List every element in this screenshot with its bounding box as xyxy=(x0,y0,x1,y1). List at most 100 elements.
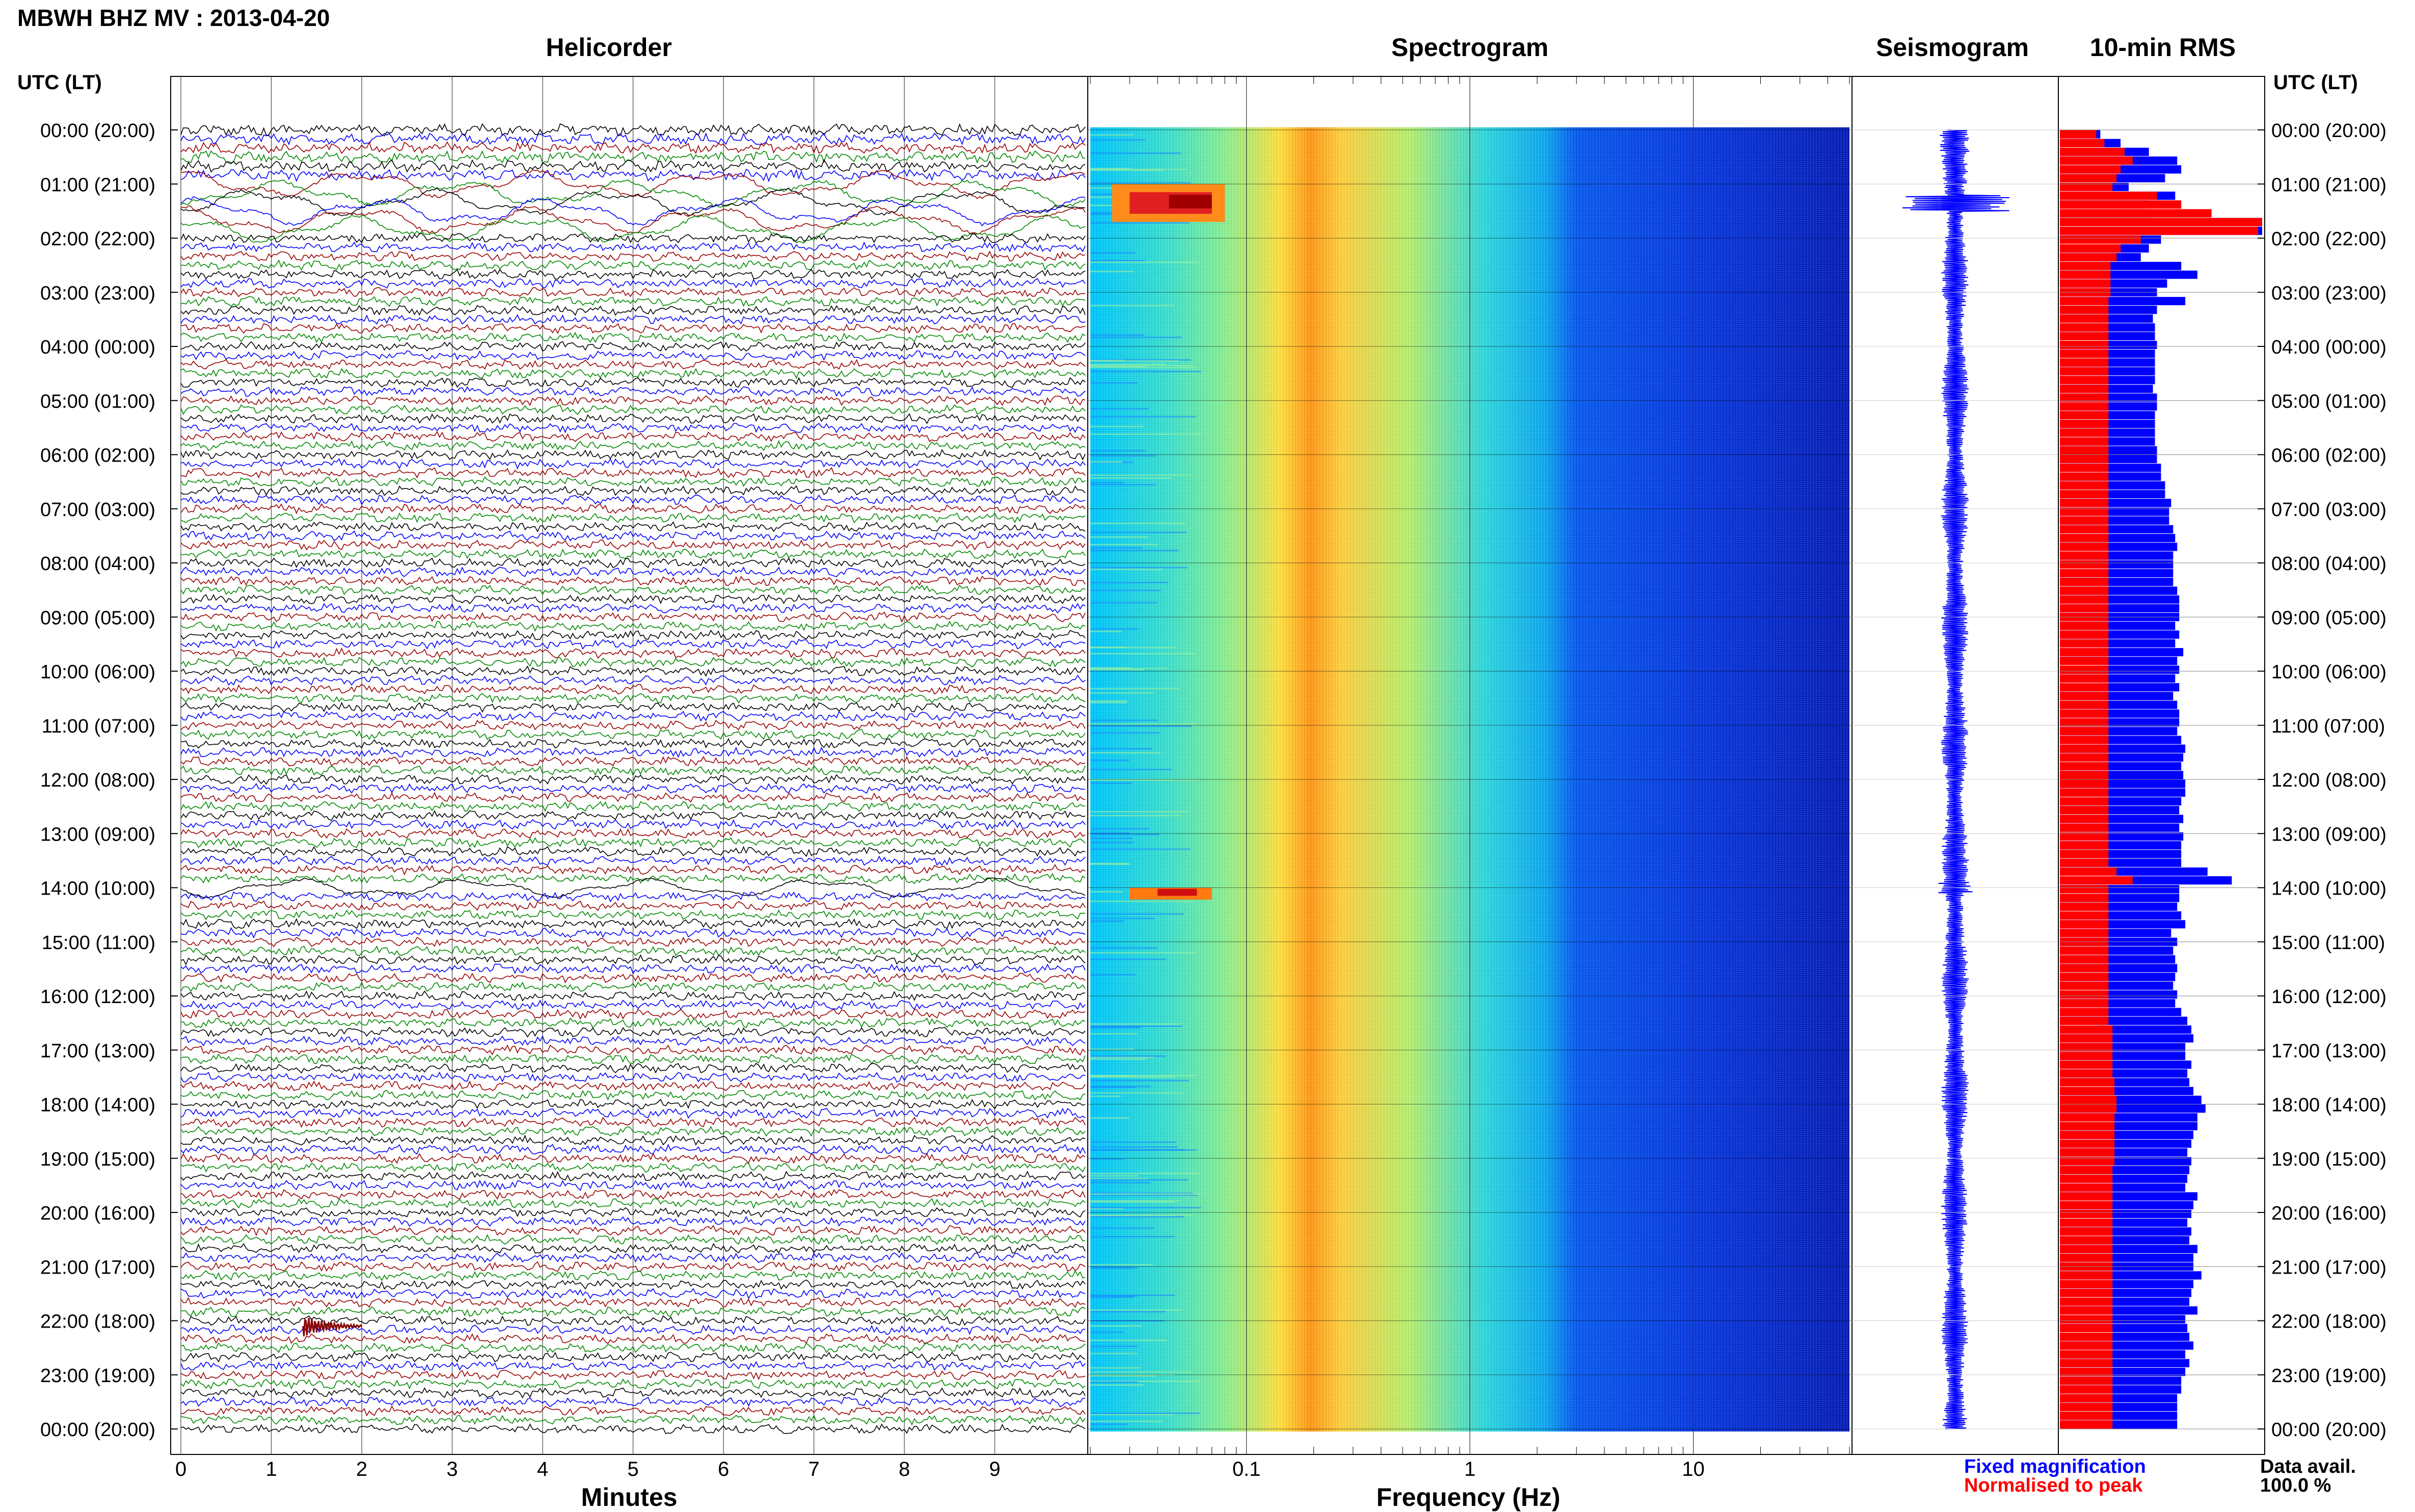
rms-bar xyxy=(2060,622,2109,630)
helicorder-trace xyxy=(180,728,1086,740)
helicorder-trace xyxy=(180,1144,1086,1155)
time-label-left: 17:00 (13:00) xyxy=(40,1040,155,1062)
spectrogram-stripe xyxy=(1090,450,1145,452)
rms-bar xyxy=(2060,1043,2113,1051)
rms-bar xyxy=(2060,1183,2113,1192)
helicorder-trace xyxy=(180,1297,1086,1308)
spectrogram-stripe xyxy=(1090,700,1128,702)
time-label-left: 06:00 (02:00) xyxy=(40,445,155,467)
helicorder-trace xyxy=(180,1063,1086,1074)
helicorder-trace xyxy=(180,918,1086,929)
helicorder-panel: 0 1 2 3 4 5 6 7 8 9 xyxy=(170,76,1088,1480)
rms-bar xyxy=(2060,1008,2109,1016)
helicorder-trace xyxy=(180,828,1086,839)
helicorder-trace xyxy=(180,150,1086,164)
rms-bar xyxy=(2060,920,2109,929)
spectrogram-stripe xyxy=(1090,544,1158,546)
helicorder-x-tick-label: 9 xyxy=(989,1458,1000,1480)
helicorder-trace xyxy=(180,430,1086,442)
spectrogram-stripe xyxy=(1090,1214,1194,1216)
spectrogram-stripe xyxy=(1090,589,1161,591)
rms-bar xyxy=(2060,481,2109,490)
rms-bar xyxy=(2060,779,2109,788)
rms-bar xyxy=(2060,516,2109,525)
spectrogram-stripe xyxy=(1090,1149,1197,1151)
spectrogram-stripe xyxy=(1090,531,1187,533)
rms-bar xyxy=(2060,1087,2115,1095)
helicorder-trace xyxy=(180,287,1086,298)
spectrogram-stripe xyxy=(1090,1141,1177,1143)
spectrogram-stripe xyxy=(1090,1227,1154,1229)
time-label-left: 18:00 (14:00) xyxy=(40,1095,155,1116)
rms-bar xyxy=(2060,296,2109,306)
data-availability-label: Data avail. xyxy=(2260,1456,2356,1477)
rms-bar xyxy=(2060,174,2117,182)
rms-bar xyxy=(2060,1288,2113,1298)
spectrogram-stripe xyxy=(1090,1381,1201,1383)
rms-bar xyxy=(2060,929,2109,937)
helicorder-trace xyxy=(180,376,1086,388)
time-label-right: 12:00 (08:00) xyxy=(2271,770,2386,791)
time-label-right: 21:00 (17:00) xyxy=(2271,1257,2386,1278)
spectrogram-stripe xyxy=(1090,566,1188,569)
spectrogram-stripe xyxy=(1090,252,1136,254)
helicorder-trace xyxy=(180,837,1086,848)
helicorder-trace xyxy=(180,386,1086,397)
spectrogram-stripe xyxy=(1090,367,1197,369)
helicorder-trace xyxy=(180,693,1086,704)
rms-bar xyxy=(2060,665,2109,674)
rms-bar xyxy=(2060,1324,2113,1332)
helicorder-trace xyxy=(180,1333,1086,1344)
helicorder-trace xyxy=(180,458,1086,470)
spectrogram-stripe xyxy=(1090,1117,1130,1119)
rms-bar xyxy=(2060,472,2109,481)
rms-bar xyxy=(2060,1227,2113,1236)
rms-bar xyxy=(2060,823,2109,832)
helicorder-event-trace xyxy=(302,1317,363,1337)
spectrogram-stripe xyxy=(1090,1058,1147,1060)
spectrogram-stripe xyxy=(1090,1201,1174,1203)
spectrogram-stripe xyxy=(1090,359,1191,361)
time-label-left: 04:00 (00:00) xyxy=(40,337,155,358)
helicorder-trace xyxy=(180,1108,1086,1119)
spectrogram-stripe xyxy=(1090,1181,1150,1183)
rms-bar xyxy=(2060,1236,2113,1245)
helicorder-trace xyxy=(180,503,1086,515)
spectrogram-stripe xyxy=(1090,725,1192,727)
spectrogram-stripe xyxy=(1090,1345,1138,1347)
rms-bar xyxy=(2060,437,2109,446)
helicorder-trace xyxy=(180,1008,1086,1020)
rms-bar xyxy=(2060,446,2109,454)
rms-bar xyxy=(2060,1016,2109,1025)
spectrogram-stripe xyxy=(1090,1367,1141,1369)
spectrogram-stripe xyxy=(1090,1371,1193,1373)
helicorder-trace xyxy=(180,746,1086,759)
spectrogram-high-power xyxy=(1158,888,1197,896)
rms-bar xyxy=(2060,235,2141,244)
spectrogram-stripe xyxy=(1090,461,1122,463)
rms-bar xyxy=(2060,271,2111,279)
utc-axis-title-right: UTC (LT) xyxy=(2273,71,2358,94)
rms-bar xyxy=(2060,1051,2113,1060)
spectrogram-stripe xyxy=(1090,1027,1141,1029)
helicorder-trace xyxy=(180,512,1086,524)
helicorder-trace xyxy=(181,1017,1086,1029)
helicorder-trace xyxy=(180,792,1086,803)
spectrogram-stripe xyxy=(1090,769,1172,771)
rms-bar xyxy=(2060,586,2109,595)
helicorder-trace xyxy=(180,963,1086,975)
helicorder-trace xyxy=(180,774,1086,785)
helicorder-trace xyxy=(180,467,1086,479)
helicorder-trace xyxy=(180,665,1086,677)
rms-bar xyxy=(2060,1095,2117,1104)
spectrogram-stripe xyxy=(1090,1055,1166,1057)
spectrogram-stripe xyxy=(1090,360,1125,362)
time-label-left: 14:00 (10:00) xyxy=(40,878,155,900)
rms-bar xyxy=(2060,375,2109,385)
spectrogram-stripe xyxy=(1090,305,1175,307)
time-label-right: 03:00 (23:00) xyxy=(2271,283,2386,304)
helicorder-trace xyxy=(180,368,1086,380)
spectrogram-stripe xyxy=(1090,271,1134,273)
time-label-left: 15:00 (11:00) xyxy=(42,932,155,954)
rms-bar xyxy=(2060,753,2109,762)
